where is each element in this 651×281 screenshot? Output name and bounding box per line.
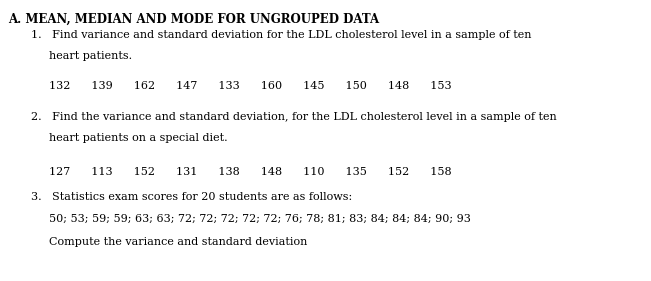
Text: heart patients on a special diet.: heart patients on a special diet. bbox=[49, 133, 227, 144]
Text: 2.   Find the variance and standard deviation, for the LDL cholesterol level in : 2. Find the variance and standard deviat… bbox=[31, 112, 557, 123]
Text: 1.   Find variance and standard deviation for the LDL cholesterol level in a sam: 1. Find variance and standard deviation … bbox=[31, 30, 532, 40]
Text: 127      113      152      131      138      148      110      135      152     : 127 113 152 131 138 148 110 135 152 bbox=[49, 167, 451, 177]
Text: heart patients.: heart patients. bbox=[49, 51, 132, 61]
Text: 3.   Statistics exam scores for 20 students are as follows:: 3. Statistics exam scores for 20 student… bbox=[31, 192, 352, 203]
Text: 132      139      162      147      133      160      145      150      148     : 132 139 162 147 133 160 145 150 148 bbox=[49, 81, 451, 92]
Text: Compute the variance and standard deviation: Compute the variance and standard deviat… bbox=[49, 237, 307, 248]
Text: A. MEAN, MEDIAN AND MODE FOR UNGROUPED DATA: A. MEAN, MEDIAN AND MODE FOR UNGROUPED D… bbox=[8, 13, 379, 26]
Text: 50; 53; 59; 59; 63; 63; 72; 72; 72; 72; 72; 76; 78; 81; 83; 84; 84; 84; 90; 93: 50; 53; 59; 59; 63; 63; 72; 72; 72; 72; … bbox=[49, 214, 471, 224]
